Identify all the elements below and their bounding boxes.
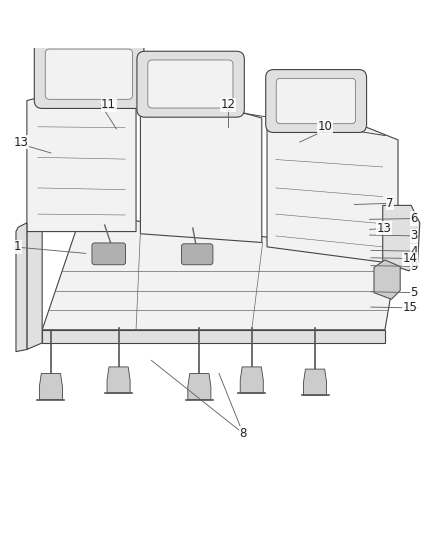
FancyBboxPatch shape — [181, 244, 213, 265]
Text: 8: 8 — [239, 427, 247, 440]
Polygon shape — [27, 87, 136, 231]
Polygon shape — [27, 214, 42, 350]
Polygon shape — [188, 374, 211, 400]
FancyBboxPatch shape — [45, 49, 133, 99]
Text: 11: 11 — [101, 99, 116, 111]
Text: 4: 4 — [410, 245, 418, 258]
FancyBboxPatch shape — [276, 78, 356, 124]
Polygon shape — [304, 369, 327, 395]
Polygon shape — [16, 223, 27, 352]
Text: 5: 5 — [410, 286, 418, 299]
Text: 15: 15 — [403, 302, 418, 314]
Polygon shape — [42, 330, 385, 343]
Polygon shape — [374, 260, 400, 299]
Text: 13: 13 — [14, 135, 28, 149]
Text: 1: 1 — [14, 240, 21, 253]
Text: 10: 10 — [318, 120, 332, 133]
Polygon shape — [240, 367, 263, 393]
Text: 7: 7 — [386, 197, 394, 209]
Text: 12: 12 — [220, 99, 235, 111]
FancyBboxPatch shape — [266, 70, 367, 133]
Text: 14: 14 — [403, 252, 418, 265]
Text: 6: 6 — [410, 212, 418, 225]
FancyBboxPatch shape — [148, 60, 233, 108]
FancyBboxPatch shape — [137, 51, 244, 117]
Text: 9: 9 — [410, 260, 418, 273]
FancyBboxPatch shape — [34, 41, 144, 108]
Text: 13: 13 — [377, 222, 392, 235]
Polygon shape — [39, 374, 63, 400]
Polygon shape — [267, 114, 398, 262]
Polygon shape — [141, 101, 262, 243]
Text: 3: 3 — [410, 229, 418, 243]
Polygon shape — [42, 214, 398, 330]
Polygon shape — [107, 367, 130, 393]
FancyBboxPatch shape — [92, 243, 126, 265]
Polygon shape — [383, 205, 420, 271]
